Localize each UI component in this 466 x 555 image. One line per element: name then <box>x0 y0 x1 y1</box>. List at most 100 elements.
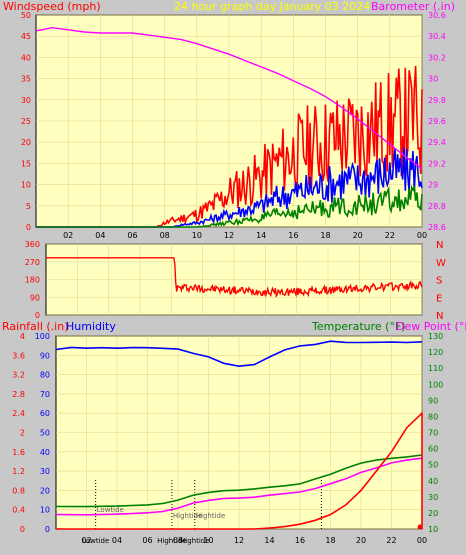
wind-x-tick-label: 16 <box>288 231 298 240</box>
barometer-tick-label: 29.4 <box>428 138 446 147</box>
barometer-line <box>35 26 423 170</box>
wind-x-tick-label: 10 <box>192 231 202 240</box>
windspeed-tick-label: 30 <box>21 96 31 105</box>
compass-label: N <box>436 240 443 251</box>
tide-bottom-label: Hightide <box>157 537 187 545</box>
rainfall-tick-label: 1.6 <box>12 448 25 457</box>
graph-title: 24 hour graph day January 03 2024 <box>174 0 370 13</box>
wind-x-tick-label: 12 <box>224 231 234 240</box>
windspeed-tick-label: 10 <box>21 181 31 190</box>
temperature-axis-title: Temperature (°F) <box>311 320 406 333</box>
temperature-tick-label: 70 <box>428 429 438 438</box>
compass-label: E <box>436 293 442 304</box>
barometer-tick-label: 30.4 <box>428 32 446 41</box>
temperature-tick-label: 30 <box>428 493 438 502</box>
wind-x-tick-label: 06 <box>127 231 137 240</box>
compass-label: W <box>436 258 446 269</box>
direction-tick-label: 90 <box>30 293 40 302</box>
windspeed-tick-label: 40 <box>21 53 31 62</box>
tide-label: Lowtide <box>97 506 124 514</box>
climate-x-tick-label: 20 <box>356 536 366 545</box>
windspeed-tick-label: 5 <box>26 202 31 211</box>
climate-x-tick-label: 06 <box>142 536 152 545</box>
humidity-axis-title: Humidity <box>66 320 116 333</box>
barometer-tick-label: 30.6 <box>428 11 446 20</box>
barometer-tick-label: 29.2 <box>428 159 446 168</box>
wind-x-tick-label: 18 <box>320 231 330 240</box>
barometer-tick-label: 30.2 <box>428 53 446 62</box>
direction-tick-label: 270 <box>25 258 40 267</box>
windspeed-tick-label: 20 <box>21 138 31 147</box>
climate-series-line-humidity <box>55 340 423 368</box>
climate-x-tick-label: 00 <box>417 536 427 545</box>
windspeed-axis-title: Windspeed (mph) <box>3 0 101 13</box>
climate-series-line-temperature <box>55 454 423 508</box>
humidity-tick-label: 20 <box>40 486 50 495</box>
barometer-axis-title: Barometer (.in) <box>371 0 455 13</box>
rainfall-end-point <box>417 524 423 530</box>
climate-x-tick-label: 12 <box>234 536 244 545</box>
windspeed-tick-label: 0 <box>26 223 31 232</box>
windspeed-tick-label: 25 <box>21 117 31 126</box>
barometer-tick-label: 28.6 <box>428 223 446 232</box>
temperature-tick-label: 120 <box>428 348 443 357</box>
barometer-tick-label: 29 <box>428 181 438 190</box>
humidity-tick-label: 90 <box>40 351 50 360</box>
humidity-tick-label: 10 <box>40 506 50 515</box>
rainfall-tick-label: 2 <box>20 429 25 438</box>
temperature-tick-label: 90 <box>428 396 438 405</box>
rainfall-axis-title: Rainfall (.in) <box>2 320 69 333</box>
tide-label: Hightide <box>173 512 203 520</box>
rainfall-tick-label: 3.6 <box>12 351 25 360</box>
wind-x-tick-label: 04 <box>95 231 105 240</box>
direction-tick-label: 180 <box>25 276 40 285</box>
barometer-tick-label: 30 <box>428 75 438 84</box>
windspeed-tick-label: 45 <box>21 32 31 41</box>
rainfall-tick-label: 2.4 <box>12 409 25 418</box>
temperature-tick-label: 10 <box>428 525 438 534</box>
tide-bottom-label: Lowtide <box>82 537 109 545</box>
humidity-tick-label: 40 <box>40 448 50 457</box>
barometer-tick-label: 28.8 <box>428 202 446 211</box>
rainfall-tick-label: 0.4 <box>12 506 25 515</box>
humidity-tick-label: 50 <box>40 429 50 438</box>
direction-tick-label: 360 <box>25 240 40 249</box>
barometer-tick-label: 29.6 <box>428 117 446 126</box>
windspeed-tick-label: 15 <box>21 159 31 168</box>
wind-direction-line <box>46 257 423 299</box>
humidity-tick-label: 60 <box>40 409 50 418</box>
humidity-tick-label: 30 <box>40 467 50 476</box>
rainfall-tick-label: 2.8 <box>12 390 25 399</box>
temperature-tick-label: 110 <box>428 364 443 373</box>
barometer-tick-label: 29.8 <box>428 96 446 105</box>
humidity-tick-label: 100 <box>35 332 50 341</box>
climate-x-tick-label: 16 <box>295 536 305 545</box>
climate-x-tick-label: 04 <box>112 536 122 545</box>
temperature-tick-label: 40 <box>428 477 438 486</box>
wind-x-tick-label: 08 <box>160 231 170 240</box>
wind-x-tick-label: 00 <box>417 231 427 240</box>
humidity-tick-label: 80 <box>40 371 50 380</box>
wind-series-line-low <box>36 184 423 228</box>
temperature-tick-label: 130 <box>428 332 443 341</box>
temperature-tick-label: 60 <box>428 445 438 454</box>
temperature-tick-label: 20 <box>428 509 438 518</box>
climate-x-tick-label: 02 <box>81 536 91 545</box>
temperature-tick-label: 100 <box>428 380 443 389</box>
temperature-tick-label: 80 <box>428 412 438 421</box>
wind-x-tick-label: 20 <box>353 231 363 240</box>
climate-x-tick-label: 08 <box>173 536 183 545</box>
rainfall-tick-label: 0 <box>20 525 25 534</box>
humidity-tick-label: 70 <box>40 390 50 399</box>
wind-x-tick-label: 22 <box>385 231 395 240</box>
climate-x-tick-label: 14 <box>264 536 274 545</box>
windspeed-tick-label: 35 <box>21 75 31 84</box>
windspeed-tick-label: 50 <box>21 11 31 20</box>
climate-x-tick-label: 22 <box>386 536 396 545</box>
dewpoint-axis-title: Dew Point (°F) <box>396 320 466 333</box>
humidity-tick-label: 0 <box>45 525 50 534</box>
rainfall-tick-label: 1.2 <box>12 467 25 476</box>
rainfall-tick-label: 4 <box>20 332 25 341</box>
tide-label: Hightide <box>196 512 226 520</box>
